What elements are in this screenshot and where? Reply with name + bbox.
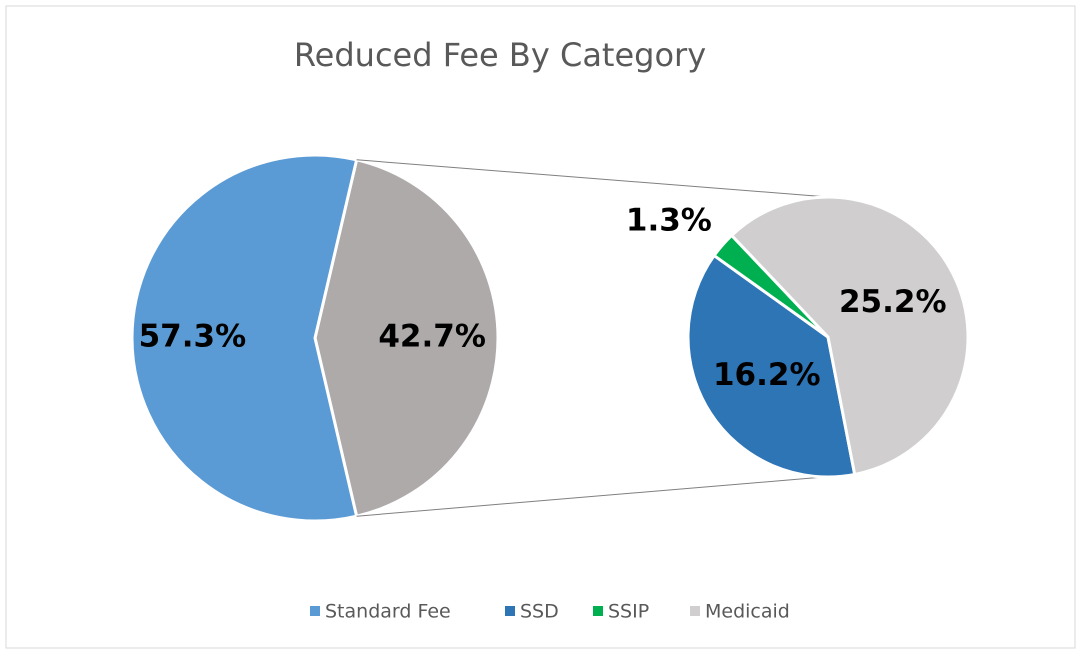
legend-label: Standard Fee bbox=[325, 601, 451, 623]
legend-marker bbox=[310, 606, 320, 616]
data-label: 1.3% bbox=[626, 202, 712, 238]
legend-label: SSIP bbox=[608, 601, 649, 623]
legend-label: SSD bbox=[520, 601, 559, 623]
chart-title: Reduced Fee By Category bbox=[294, 36, 706, 74]
legend-marker bbox=[690, 606, 700, 616]
legend-marker bbox=[505, 606, 515, 616]
pie-slice bbox=[686, 253, 857, 479]
legend-label: Medicaid bbox=[705, 601, 790, 623]
connector-line bbox=[356, 159, 829, 198]
connector-line bbox=[356, 473, 855, 517]
data-label: 57.3% bbox=[139, 319, 247, 355]
legend-marker bbox=[593, 606, 603, 616]
pie-slice bbox=[130, 153, 359, 523]
pie-slice bbox=[729, 195, 970, 477]
data-label: 16.2% bbox=[713, 357, 821, 393]
data-label: 42.7% bbox=[378, 319, 486, 355]
pie-other-slice bbox=[313, 157, 500, 519]
data-label: 25.2% bbox=[839, 284, 947, 320]
